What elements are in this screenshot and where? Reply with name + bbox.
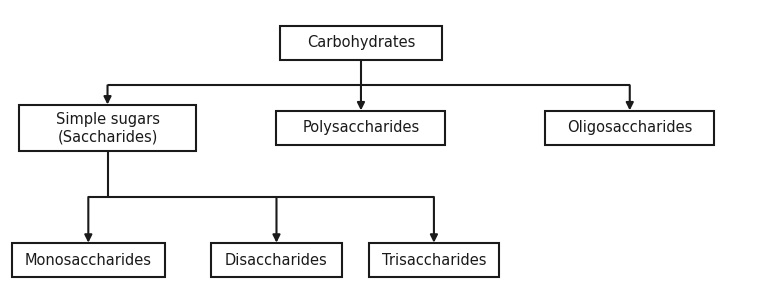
FancyBboxPatch shape xyxy=(369,243,499,277)
Text: Trisaccharides: Trisaccharides xyxy=(382,253,486,268)
Text: Polysaccharides: Polysaccharides xyxy=(303,120,419,136)
FancyBboxPatch shape xyxy=(280,26,442,59)
Text: Oligosaccharides: Oligosaccharides xyxy=(567,120,693,136)
Text: Disaccharides: Disaccharides xyxy=(225,253,328,268)
Text: Simple sugars
(Saccharides): Simple sugars (Saccharides) xyxy=(55,112,160,144)
FancyBboxPatch shape xyxy=(276,111,445,145)
Text: Monosaccharides: Monosaccharides xyxy=(25,253,152,268)
FancyBboxPatch shape xyxy=(211,243,342,277)
FancyBboxPatch shape xyxy=(19,105,196,151)
Text: Carbohydrates: Carbohydrates xyxy=(306,35,415,50)
FancyBboxPatch shape xyxy=(545,111,714,145)
FancyBboxPatch shape xyxy=(12,243,165,277)
